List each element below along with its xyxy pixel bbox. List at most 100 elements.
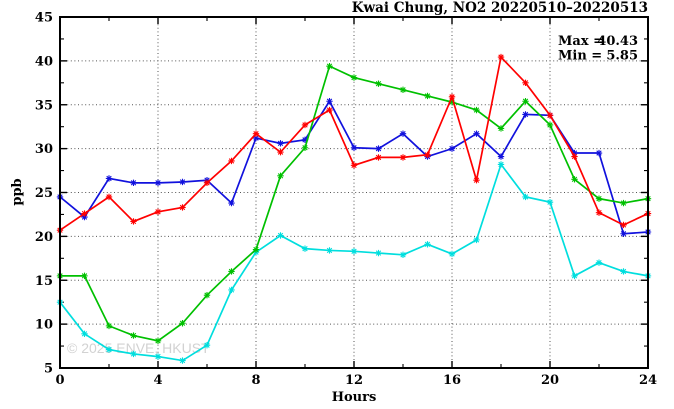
green-point-marker (105, 322, 113, 330)
green-point-marker (228, 268, 235, 275)
blue-point-marker (522, 111, 529, 118)
blue-point-marker (228, 199, 235, 207)
cyan-point-marker (571, 272, 578, 280)
y-tick-label: 30 (35, 142, 53, 157)
cyan-point-marker (179, 357, 186, 364)
x-tick-label: 20 (541, 373, 559, 388)
y-tick-label: 35 (35, 98, 53, 113)
plot-frame (59, 16, 649, 369)
cyan-point-marker (326, 247, 333, 254)
red-point-marker (620, 221, 627, 229)
legend-min-label: Min = (558, 49, 602, 64)
cyan-point-marker (81, 330, 88, 337)
green-point-marker (277, 172, 284, 180)
cyan-point-marker (595, 259, 603, 266)
green-point-marker (497, 125, 505, 132)
cyan-point-marker (277, 232, 284, 239)
red-point-marker (350, 162, 358, 169)
y-tick-label: 40 (35, 54, 53, 69)
green-point-marker (424, 92, 431, 100)
cyan-point-marker (350, 248, 358, 255)
y-tick-label: 20 (35, 230, 53, 245)
tick-labels: 5 10 15 20 25 30 35 40 45 0 4 8 12 16 20 24 (35, 11, 657, 389)
cyan-point-marker (399, 251, 407, 259)
blue-point-marker (277, 140, 284, 147)
x-tick-label: 12 (345, 373, 363, 388)
red-point-marker (81, 210, 88, 217)
x-tick-label: 16 (443, 373, 461, 388)
blue-point-marker (595, 149, 603, 157)
y-tick-label: 15 (35, 274, 53, 289)
green-point-marker (595, 195, 603, 202)
cyan-point-marker (473, 236, 480, 244)
cyan-point-marker (448, 250, 456, 258)
y-tick-label: 45 (35, 11, 53, 26)
red-point-marker (595, 209, 603, 216)
blue-point-marker (620, 230, 627, 237)
blue-point-marker (497, 153, 505, 160)
chart-title: Kwai Chung, NO2 20220510–20220513 (352, 0, 648, 16)
green-point-marker (130, 332, 137, 339)
cyan-point-marker (497, 161, 505, 168)
green-point-marker (203, 291, 211, 299)
cyan-point-marker (228, 286, 235, 294)
green-point-marker (473, 106, 480, 114)
blue-point-marker (179, 178, 186, 186)
red-point-marker (105, 193, 113, 201)
cyan-point-marker (203, 341, 211, 349)
red-point-marker (399, 154, 407, 161)
green-point-marker (571, 176, 578, 183)
red-point-marker (154, 208, 162, 216)
cyan-point-marker (154, 353, 162, 360)
red-point-marker (546, 112, 554, 119)
red-point-marker (252, 130, 260, 137)
green-point-marker (81, 272, 88, 280)
axis-ticks (59, 16, 649, 369)
x-tick-label: 4 (153, 373, 162, 388)
blue-point-marker (448, 145, 456, 152)
red-point-marker (448, 93, 456, 101)
blue-point-marker (81, 213, 88, 221)
cyan-point-marker (620, 268, 627, 275)
blue-point-marker (301, 136, 309, 144)
y-tick-label: 10 (35, 318, 53, 333)
red-point-marker (522, 79, 529, 87)
x-tick-label: 24 (639, 373, 657, 388)
red-point-marker (130, 218, 137, 225)
watermark: © 2025 ENVE, HKUST (67, 340, 210, 356)
red-point-marker (424, 151, 431, 158)
blue-point-marker (252, 134, 260, 142)
cyan-point-marker (375, 249, 382, 257)
blue-point-marker (326, 98, 333, 105)
green-point-marker (399, 86, 407, 94)
cyan-point-marker (130, 350, 137, 358)
green-point-marker (448, 98, 456, 106)
x-tick-label: 8 (251, 373, 260, 388)
red-point-marker (326, 106, 333, 114)
blue-point-marker (375, 145, 382, 152)
green-point-marker (301, 144, 309, 151)
blue-point-marker (105, 175, 113, 182)
blue-point-marker (350, 144, 358, 151)
green-point-marker (522, 98, 529, 105)
y-tick-label: 25 (35, 186, 53, 201)
cyan-point-marker (546, 198, 554, 206)
blue-point-marker (130, 179, 137, 187)
legend-min-value: 5.85 (606, 49, 638, 64)
cyan-point-marker (522, 193, 529, 201)
x-tick-label: 0 (55, 373, 64, 388)
gridlines (60, 17, 648, 368)
y-tick-label: 5 (44, 362, 53, 377)
green-point-marker (350, 74, 358, 81)
red-point-marker (497, 53, 505, 61)
green-point-marker (154, 337, 162, 344)
green-point-marker (179, 320, 186, 327)
blue-point-marker (571, 149, 578, 157)
red-point-marker (203, 179, 211, 187)
red-point-marker (375, 154, 382, 161)
green-point-marker (546, 121, 554, 129)
cyan-point-marker (105, 346, 113, 353)
x-axis-label: Hours (332, 390, 377, 405)
